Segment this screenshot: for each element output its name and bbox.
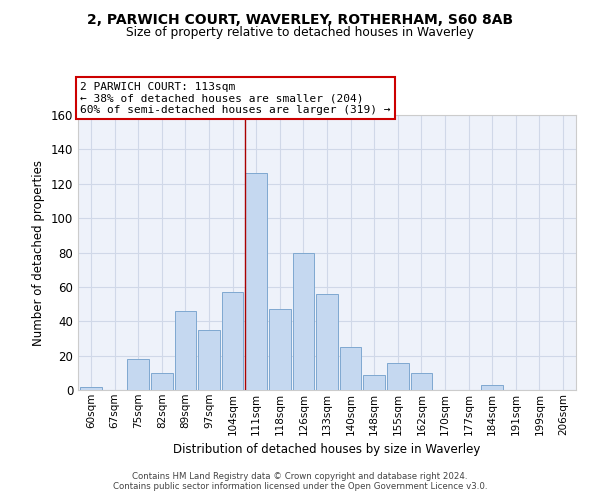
Bar [245, 174, 267, 390]
Bar [127, 359, 149, 390]
Y-axis label: Number of detached properties: Number of detached properties [32, 160, 45, 346]
Bar [198, 330, 220, 390]
X-axis label: Distribution of detached houses by size in Waverley: Distribution of detached houses by size … [173, 443, 481, 456]
Bar [340, 347, 361, 390]
Bar [410, 373, 432, 390]
Bar [175, 311, 196, 390]
Bar [364, 374, 385, 390]
Bar [222, 292, 244, 390]
Bar [293, 252, 314, 390]
Bar [151, 373, 173, 390]
Bar [481, 385, 503, 390]
Text: Contains public sector information licensed under the Open Government Licence v3: Contains public sector information licen… [113, 482, 487, 491]
Text: Size of property relative to detached houses in Waverley: Size of property relative to detached ho… [126, 26, 474, 39]
Bar [316, 294, 338, 390]
Text: Contains HM Land Registry data © Crown copyright and database right 2024.: Contains HM Land Registry data © Crown c… [132, 472, 468, 481]
Text: 2, PARWICH COURT, WAVERLEY, ROTHERHAM, S60 8AB: 2, PARWICH COURT, WAVERLEY, ROTHERHAM, S… [87, 12, 513, 26]
Text: 2 PARWICH COURT: 113sqm
← 38% of detached houses are smaller (204)
60% of semi-d: 2 PARWICH COURT: 113sqm ← 38% of detache… [80, 82, 391, 115]
Bar [269, 309, 290, 390]
Bar [80, 386, 102, 390]
Bar [387, 362, 409, 390]
